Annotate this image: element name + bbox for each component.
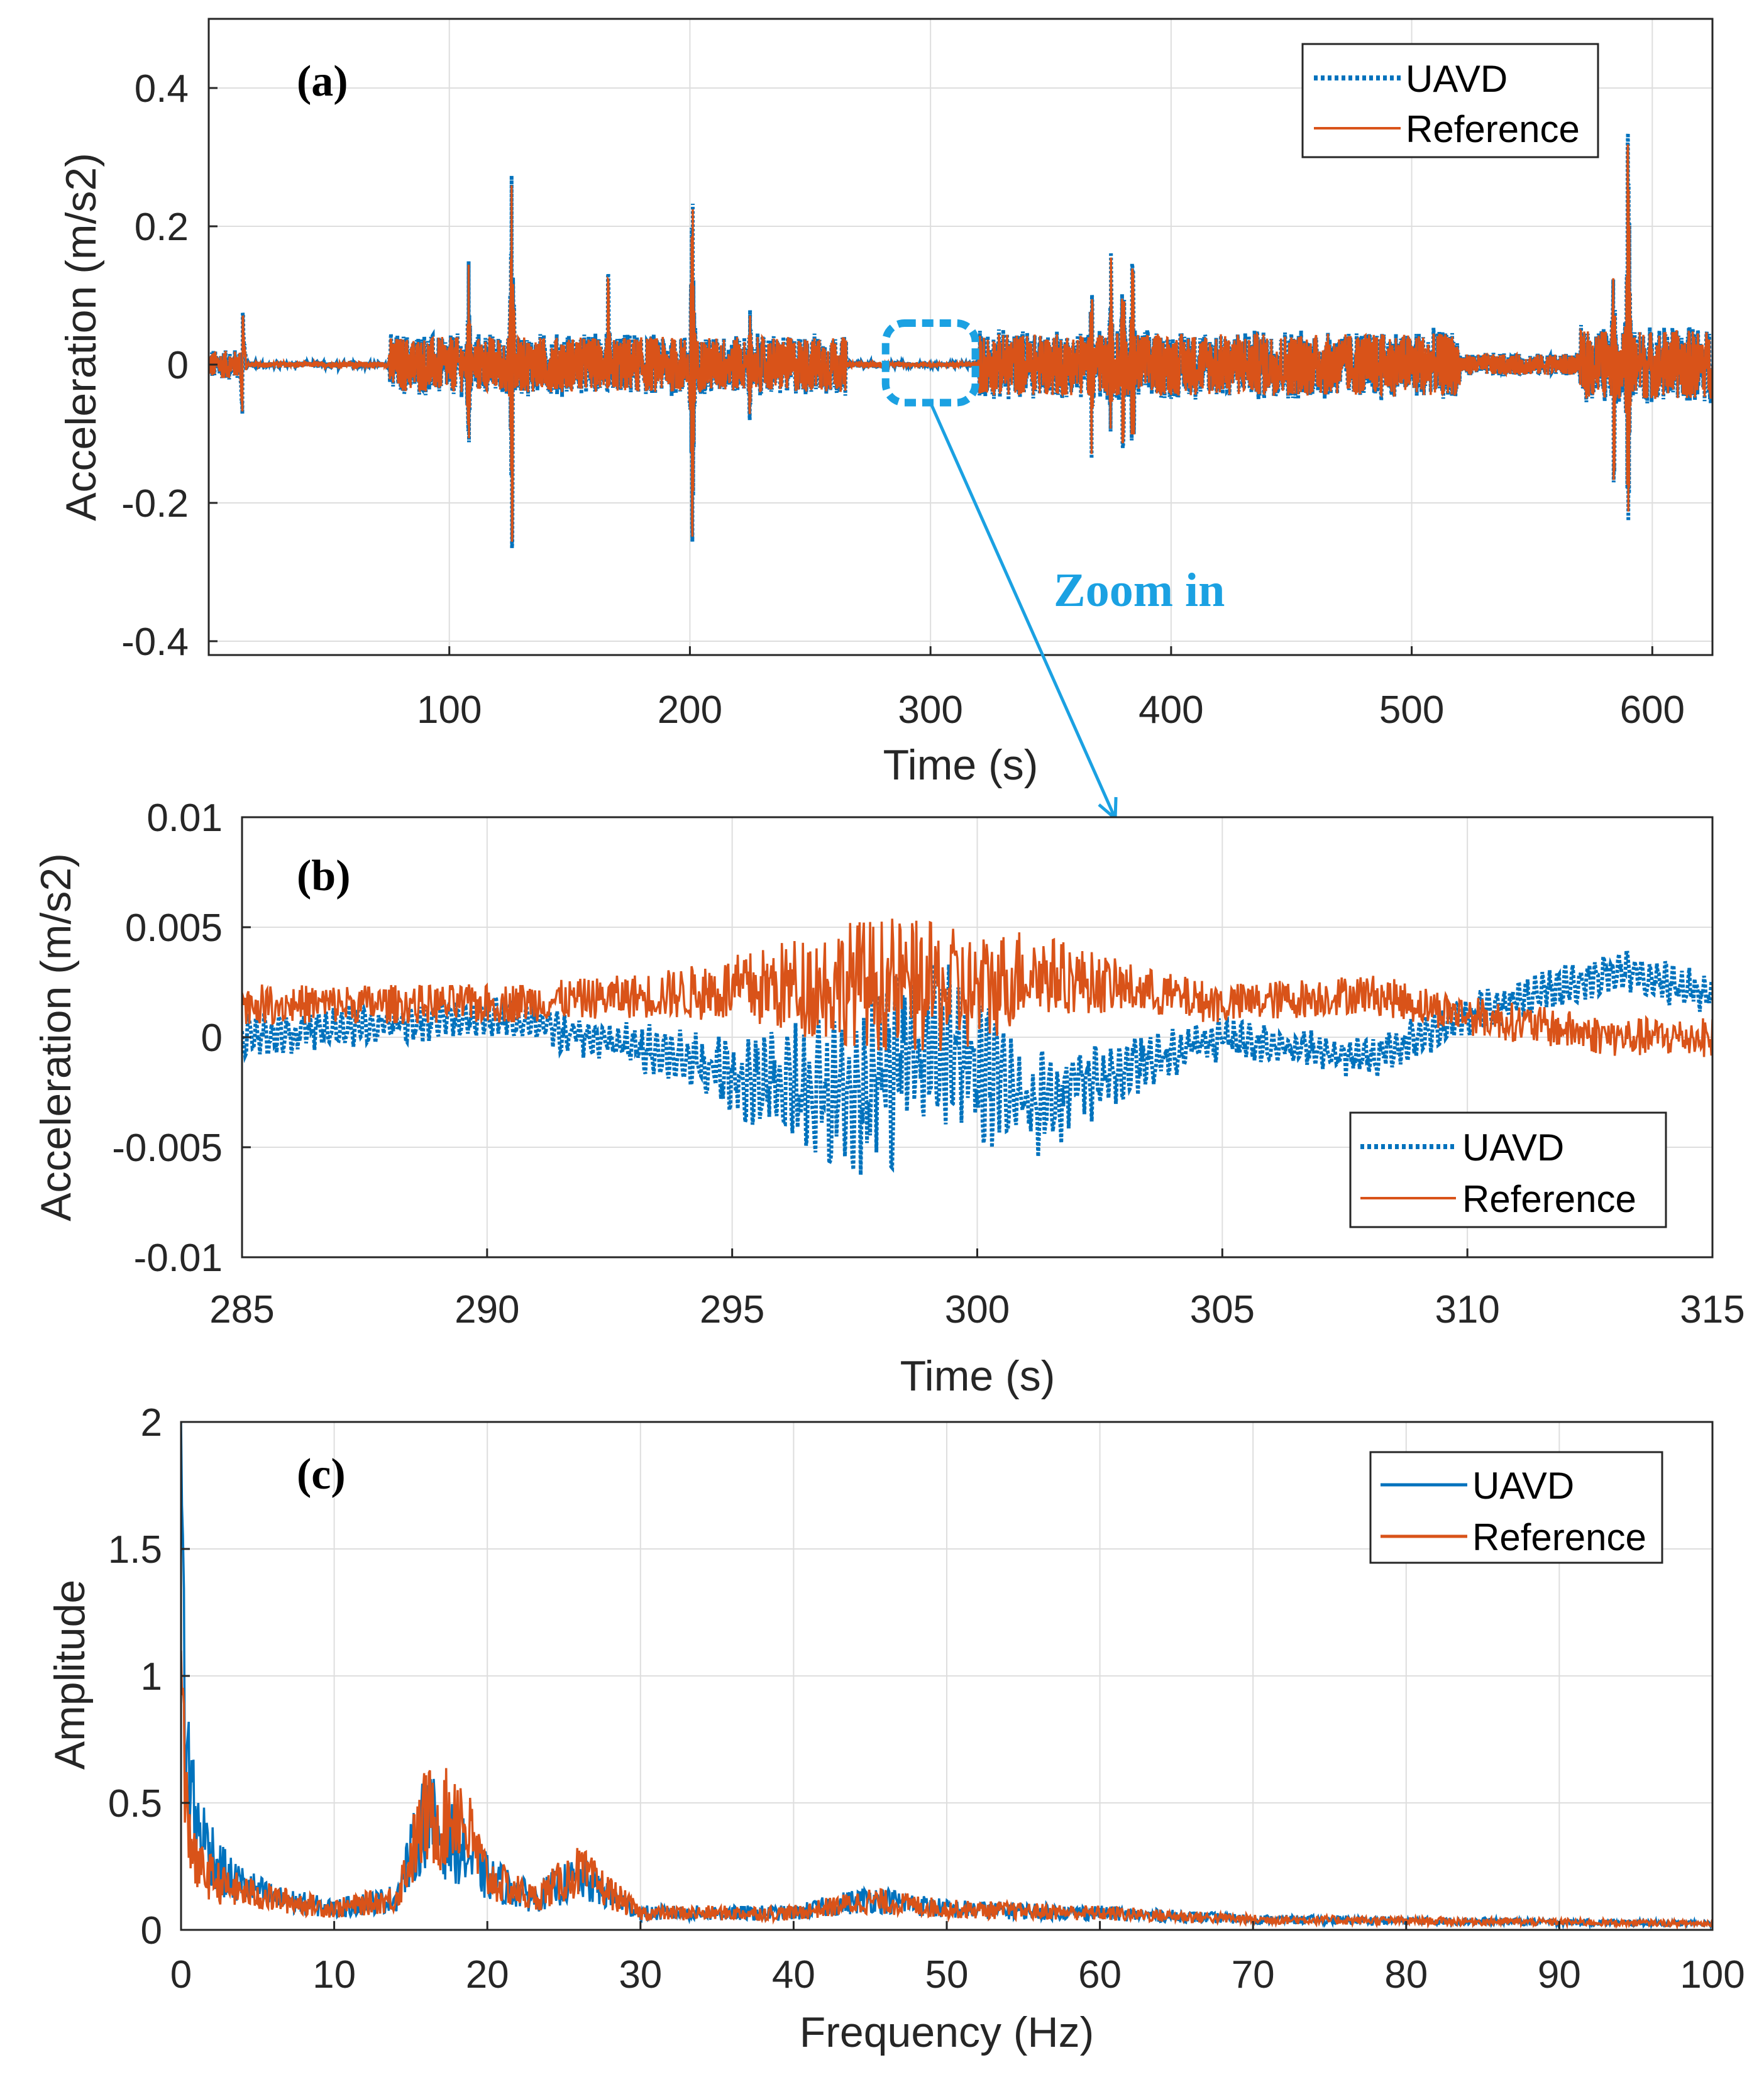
- legend-a-uavd-label: UAVD: [1406, 58, 1508, 100]
- y-tick-label: 0: [167, 344, 189, 387]
- x-tick-label: 290: [455, 1288, 519, 1331]
- x-tick-label: 300: [945, 1288, 1010, 1331]
- legend-c-uavd-label: UAVD: [1472, 1465, 1574, 1507]
- x-tick-label: 0: [170, 1953, 192, 1997]
- x-tick-label: 100: [417, 688, 482, 732]
- series-reference: [242, 918, 1712, 1057]
- panel-a-series: [209, 133, 1712, 549]
- x-tick-label: 80: [1384, 1953, 1428, 1997]
- x-tick-label: 305: [1190, 1288, 1255, 1331]
- panel-b-ylabel: Acceleration (m/s2): [32, 853, 80, 1221]
- x-tick-label: 600: [1620, 688, 1685, 732]
- panel-c-xlabel: Frequency (Hz): [800, 2008, 1094, 2056]
- x-tick-label: 500: [1379, 688, 1444, 732]
- y-tick-label: -0.2: [121, 482, 189, 526]
- panel-b: 285 290 295 300 305 310 315 -0.01 -0.005 0 0.005 0.…: [32, 796, 1745, 1400]
- panel-c-ylabel: Amplitude: [46, 1580, 94, 1770]
- panel-b-label: (b): [297, 852, 351, 900]
- panel-c-label: (c): [297, 1450, 346, 1499]
- zoom-label: Zoom in: [1054, 564, 1225, 617]
- panel-a-ylabel: Acceleration (m/s2): [57, 153, 105, 521]
- x-tick-label: 315: [1680, 1288, 1745, 1331]
- y-tick-label: -0.005: [112, 1126, 223, 1170]
- series-reference: [181, 1650, 1712, 1930]
- x-tick-label: 285: [209, 1288, 274, 1331]
- legend-b-reference-label: Reference: [1462, 1178, 1636, 1220]
- x-tick-label: 90: [1538, 1953, 1581, 1997]
- x-tick-label: 30: [619, 1953, 662, 1997]
- panel-c: 0 10 20 30 40 50 60 70 80 90 100 0 0.5 1 1.5 2 (c) Freq…: [46, 1401, 1745, 2056]
- panel-b-ticks: 285 290 295 300 305 310 315 -0.01 -0.005 0 0.005 0.…: [112, 796, 1745, 1331]
- panel-c-ticks: 0 10 20 30 40 50 60 70 80 90 100 0 0.5 1 1.5 2: [108, 1401, 1745, 1997]
- x-tick-label: 10: [312, 1953, 356, 1997]
- x-tick-label: 50: [925, 1953, 969, 1997]
- x-tick-label: 40: [772, 1953, 815, 1997]
- x-tick-label: 310: [1435, 1288, 1499, 1331]
- legend-c-reference-label: Reference: [1472, 1516, 1646, 1558]
- panel-a-xlabel: Time (s): [883, 741, 1039, 789]
- zoom-arrow-line: [929, 402, 1117, 820]
- panel-b-series: [242, 918, 1712, 1176]
- panel-c-legend: UAVD Reference: [1369, 1451, 1663, 1564]
- y-tick-label: 0: [201, 1016, 223, 1060]
- panel-a-legend: UAVD Reference: [1301, 43, 1599, 158]
- x-tick-label: 20: [466, 1953, 509, 1997]
- x-tick-label: 295: [700, 1288, 764, 1331]
- y-tick-label: 0.4: [135, 67, 189, 111]
- x-tick-label: 60: [1078, 1953, 1122, 1997]
- x-tick-label: 300: [898, 688, 962, 732]
- panel-c-series: [181, 1422, 1712, 1930]
- zoom-annotation: Zoom in: [881, 319, 1225, 822]
- panel-a-ticks: 100 200 300 400 500 600 -0.4 -0.2 0 0.2 0.4: [121, 67, 1685, 732]
- y-tick-label: -0.4: [121, 620, 189, 664]
- x-tick-label: 400: [1138, 688, 1203, 732]
- x-tick-label: 100: [1680, 1953, 1745, 1997]
- y-tick-label: 1: [141, 1655, 162, 1699]
- panel-b-legend: UAVD Reference: [1349, 1111, 1667, 1228]
- panel-a: 100 200 300 400 500 600 -0.4 -0.2 0 0.2 0.4 (a) Ti…: [57, 18, 1714, 789]
- panel-a-label: (a): [297, 57, 348, 106]
- panel-a-frame: [207, 18, 1714, 656]
- y-tick-label: 0.01: [146, 796, 223, 840]
- legend-b-uavd-label: UAVD: [1462, 1126, 1564, 1169]
- y-tick-label: 1.5: [108, 1528, 162, 1572]
- y-tick-label: 0.2: [135, 206, 189, 249]
- y-tick-label: 2: [141, 1401, 162, 1445]
- series-reference: [209, 144, 1712, 542]
- x-tick-label: 200: [658, 688, 722, 732]
- legend-a-reference-label: Reference: [1406, 108, 1580, 150]
- zoom-region-box: [881, 319, 979, 407]
- y-tick-label: 0.005: [125, 906, 223, 950]
- panel-b-xlabel: Time (s): [900, 1352, 1056, 1400]
- y-tick-label: -0.01: [134, 1237, 223, 1280]
- y-tick-label: 0: [141, 1909, 162, 1953]
- y-tick-label: 0.5: [108, 1782, 162, 1826]
- x-tick-label: 70: [1232, 1953, 1275, 1997]
